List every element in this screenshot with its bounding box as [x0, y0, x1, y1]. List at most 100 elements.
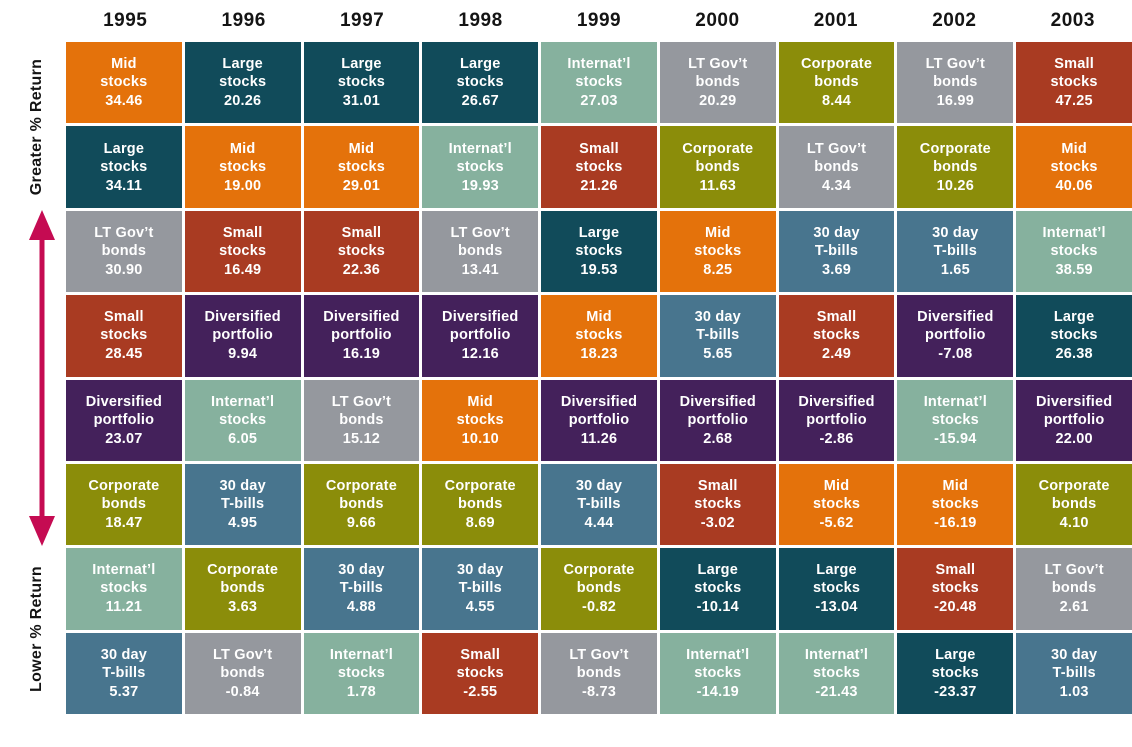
asset-name-line: Mid: [586, 309, 612, 326]
asset-name-line: Mid: [942, 478, 969, 495]
asset-name-line: Mid: [111, 56, 137, 73]
return-value: 16.19: [342, 346, 381, 363]
return-cell-1997-tbill: 30 day T-bills 4.88: [303, 548, 420, 630]
return-cell-2002-tbill: 30 day T-bills 1.65: [897, 210, 1014, 293]
asset-name-line: Diversified: [798, 393, 875, 410]
asset-name-line: stocks: [812, 327, 861, 344]
return-value: 1.65: [940, 261, 970, 278]
asset-name-line: bonds: [933, 74, 978, 91]
asset-name-line: Internat’l: [92, 562, 156, 579]
lower-return-axis-label-text: Lower % Return: [28, 566, 45, 692]
return-cell-1995-mid: Mid stocks 34.46: [66, 42, 182, 124]
return-value: 4.44: [584, 515, 614, 532]
return-cell-2000-large: Large stocks -10.14: [659, 548, 776, 630]
return-value: -20.48: [934, 599, 977, 616]
return-value: 5.65: [703, 346, 733, 363]
asset-name-line: portfolio: [212, 327, 273, 344]
return-cell-1995-tbill: 30 day T-bills 5.37: [66, 632, 182, 714]
return-value: 31.01: [342, 93, 381, 110]
return-cell-2003-small: Small stocks 47.25: [1016, 42, 1132, 124]
return-value: 11.21: [105, 599, 143, 616]
asset-name-line: stocks: [575, 158, 623, 175]
return-value: -10.14: [696, 599, 739, 616]
return-value: 34.11: [105, 177, 143, 194]
return-cell-2003-corp: Corporate bonds 4.10: [1016, 463, 1132, 546]
asset-name-line: Corporate: [919, 140, 991, 157]
asset-name-line: bonds: [695, 158, 741, 175]
return-cell-1995-large: Large stocks 34.11: [66, 126, 182, 208]
return-value: 5.37: [109, 683, 139, 700]
return-value: 16.49: [224, 261, 262, 278]
asset-name-line: portfolio: [1043, 411, 1105, 428]
return-cell-1999-corp: Corporate bonds -0.82: [541, 548, 657, 630]
return-cell-2000-mid: Mid stocks 8.25: [659, 210, 776, 293]
return-cell-1998-large: Large stocks 26.67: [422, 42, 539, 124]
asset-name-line: stocks: [931, 580, 979, 597]
return-value: 34.46: [105, 93, 143, 110]
asset-name-line: bonds: [814, 158, 859, 175]
return-value: 13.41: [461, 261, 499, 278]
asset-name-line: 30 day: [457, 562, 504, 579]
return-value: 40.06: [1055, 177, 1093, 194]
return-cell-1996-intl: Internat’l stocks 6.05: [184, 379, 301, 461]
asset-name-line: stocks: [100, 580, 148, 597]
return-value: 22.00: [1055, 430, 1093, 447]
return-value: 8.44: [822, 93, 852, 110]
asset-name-line: stocks: [100, 327, 148, 344]
asset-name-line: stocks: [931, 411, 979, 428]
year-header-2002: 2002: [932, 10, 977, 31]
return-value: -2.55: [463, 683, 498, 700]
asset-name-line: 30 day: [813, 224, 860, 241]
return-value: 3.63: [228, 599, 258, 616]
asset-name-line: stocks: [219, 158, 267, 175]
asset-name-line: stocks: [812, 580, 861, 597]
asset-name-line: bonds: [457, 242, 503, 259]
return-value: -5.62: [819, 515, 854, 532]
asset-name-line: Large: [1053, 309, 1095, 326]
asset-name-line: T-bills: [458, 580, 502, 597]
asset-name-line: stocks: [456, 158, 504, 175]
return-cell-2003-intl: Internat’l stocks 38.59: [1016, 210, 1132, 293]
return-value: 19.93: [461, 177, 499, 194]
return-cell-2000-intl: Internat’l stocks -14.19: [659, 632, 776, 714]
return-cell-2001-intl: Internat’l stocks -21.43: [778, 632, 895, 714]
asset-name-line: stocks: [337, 664, 386, 681]
return-cell-2000-tbill: 30 day T-bills 5.65: [659, 295, 776, 377]
asset-name-line: bonds: [339, 496, 384, 513]
asset-name-line: Corporate: [801, 56, 873, 73]
return-value: 8.69: [465, 515, 495, 532]
asset-name-line: Diversified: [323, 309, 400, 326]
asset-name-line: Internat’l: [686, 646, 750, 663]
return-value: 1.78: [346, 683, 376, 700]
asset-name-line: Mid: [467, 393, 493, 410]
return-cell-1995-small: Small stocks 28.45: [66, 295, 182, 377]
asset-name-line: Internat’l: [567, 56, 631, 73]
return-cell-1995-intl: Internat’l stocks 11.21: [66, 548, 182, 630]
return-range-arrow-icon: [29, 210, 55, 546]
return-cell-2001-div: Diversified portfolio -2.86: [778, 379, 895, 461]
asset-name-line: stocks: [931, 664, 979, 681]
return-cell-2003-mid: Mid stocks 40.06: [1016, 126, 1132, 208]
return-value: 19.53: [580, 261, 618, 278]
return-cell-1999-ltgov: LT Gov’t bonds -8.73: [541, 632, 657, 714]
asset-name-line: Diversified: [1035, 393, 1113, 410]
asset-name-line: stocks: [694, 664, 742, 681]
return-cell-2001-mid: Mid stocks -5.62: [778, 463, 895, 546]
return-cell-2000-ltgov: LT Gov’t bonds 20.29: [659, 42, 776, 124]
asset-name-line: stocks: [575, 327, 623, 344]
asset-name-line: bonds: [101, 242, 147, 259]
asset-name-line: portfolio: [93, 411, 155, 428]
asset-name-line: stocks: [812, 496, 861, 513]
return-cell-1998-ltgov: LT Gov’t bonds 13.41: [422, 210, 539, 293]
asset-name-line: Small: [104, 309, 144, 326]
asset-name-line: stocks: [456, 74, 504, 91]
return-cell-1996-large: Large stocks 20.26: [184, 42, 301, 124]
return-cell-1998-div: Diversified portfolio 12.16: [422, 295, 539, 377]
greater-return-axis-label-text: Greater % Return: [28, 58, 45, 196]
return-cell-2002-small: Small stocks -20.48: [897, 548, 1014, 630]
asset-name-line: stocks: [219, 242, 267, 259]
return-value: 4.88: [346, 599, 376, 616]
return-value: 2.68: [703, 430, 733, 447]
returns-grid: Mid stocks 34.46 Large stocks 20.26 Large stock…: [66, 42, 1132, 714]
asset-name-line: Internat’l: [804, 646, 869, 663]
